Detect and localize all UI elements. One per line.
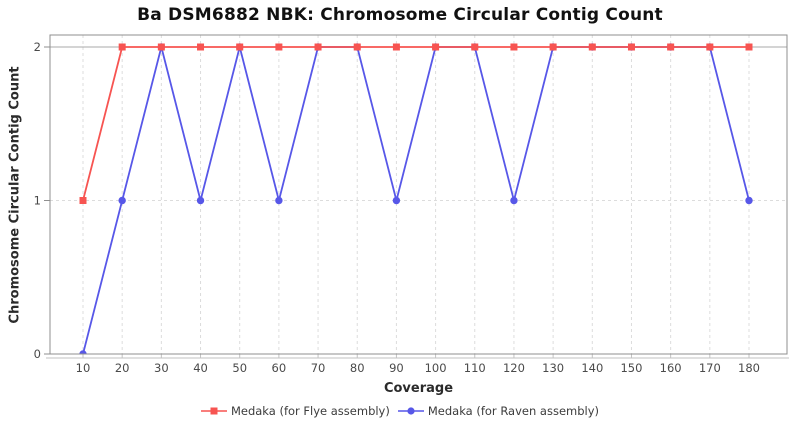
flye-data-point	[79, 197, 87, 204]
x-tick-label: 160	[660, 361, 682, 375]
legend: Medaka (for Flye assembly) Medaka (for R…	[0, 404, 800, 418]
x-tick-label: 100	[425, 361, 447, 375]
raven-data-point	[510, 196, 518, 205]
flye-series-line	[82, 46, 749, 201]
x-axis-title: Coverage	[383, 381, 454, 396]
y-tick-label: 0	[34, 347, 41, 361]
x-tick-label: 120	[503, 361, 525, 375]
flye-data-point	[549, 43, 557, 51]
flye-data-point	[627, 43, 635, 51]
raven-data-point	[79, 350, 87, 354]
flye-legend-marker-icon	[210, 407, 218, 415]
flye-data-point	[432, 43, 440, 51]
x-tick-label: 40	[193, 361, 208, 375]
raven-data-point	[745, 196, 753, 205]
x-tick-label: 140	[581, 361, 603, 375]
y-axis-title: Chromosome Circular Contig Count	[7, 66, 23, 324]
legend-item-flye: Medaka (for Flye assembly)	[200, 404, 390, 418]
raven-data-point	[196, 196, 205, 205]
x-tick-label: 110	[464, 361, 486, 375]
flye-data-point	[745, 43, 753, 51]
flye-data-point	[157, 43, 165, 51]
flye-data-point	[236, 43, 244, 51]
x-tick-label: 80	[350, 361, 365, 375]
y-tick-label: 2	[34, 40, 41, 54]
x-tick-label: 130	[542, 361, 564, 375]
flye-data-point	[510, 43, 518, 51]
raven-legend-marker-icon	[407, 407, 415, 415]
raven-data-point	[118, 196, 126, 205]
x-tick-label: 70	[311, 361, 326, 375]
x-tick-label: 20	[115, 361, 130, 375]
x-tick-label: 60	[272, 361, 287, 375]
flye-series-icon	[200, 407, 227, 415]
flye-data-point	[275, 43, 283, 51]
flye-data-point	[314, 43, 322, 51]
x-tick-label: 50	[232, 361, 247, 375]
raven-series-icon	[397, 407, 424, 415]
chart-title: Ba DSM6882 NBK: Chromosome Circular Cont…	[137, 5, 663, 25]
flye-data-point	[588, 43, 596, 51]
x-tick-label: 170	[699, 361, 721, 375]
x-tick-label: 10	[76, 361, 91, 375]
x-tick-label: 30	[154, 361, 169, 375]
flye-data-point	[353, 43, 361, 51]
raven-data-point	[392, 196, 401, 205]
flye-data-point	[667, 43, 675, 51]
flye-data-point	[197, 43, 205, 51]
raven-data-point	[275, 196, 283, 205]
plot-background	[50, 35, 787, 354]
legend-item-raven: Medaka (for Raven assembly)	[397, 404, 600, 418]
x-tick-label: 150	[620, 361, 642, 375]
y-tick-label: 1	[34, 194, 41, 208]
x-tick-label: 90	[389, 361, 404, 375]
x-tick-label: 180	[738, 361, 760, 375]
flye-data-point	[706, 43, 714, 51]
legend-label-flye: Medaka (for Flye assembly)	[230, 404, 390, 418]
flye-data-point	[118, 43, 126, 51]
plot-border	[49, 34, 788, 355]
legend-label-raven: Medaka (for Raven assembly)	[427, 404, 600, 418]
flye-data-point	[392, 43, 400, 51]
flye-data-point	[471, 43, 479, 51]
